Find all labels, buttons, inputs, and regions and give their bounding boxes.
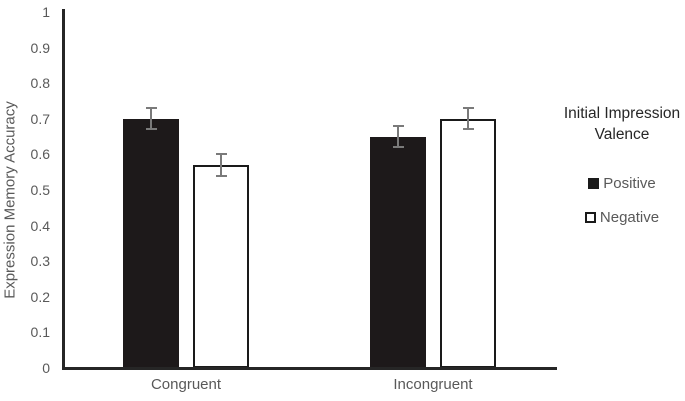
bar-congruent-positive: [123, 118, 179, 368]
y-tick-label: 0.8: [30, 75, 50, 92]
y-tick-label: 0.5: [30, 182, 50, 198]
error-bar-cap: [392, 124, 404, 127]
bar-incongruent-positive: [370, 136, 426, 368]
y-tick-label: 0.2: [30, 288, 50, 305]
error-bar-cap: [145, 107, 157, 110]
legend-items: Positive Negative: [552, 175, 685, 226]
error-bar-cap: [392, 146, 404, 149]
legend-item-negative: Negative: [552, 209, 685, 226]
legend-title: Initial Impression Valence: [563, 105, 681, 143]
x-category-label-congruent: Congruent: [150, 376, 222, 393]
y-tick-label: 0.4: [30, 217, 50, 234]
bar-incongruent-negative: [440, 118, 496, 368]
y-tick-label: 0.6: [30, 146, 50, 163]
y-tick-label: 0: [42, 360, 50, 376]
y-tick-label: 0.9: [30, 39, 50, 56]
error-bar-cap: [462, 107, 474, 110]
y-tick-label: 0.7: [30, 110, 50, 127]
legend-swatch-positive-icon: [588, 178, 600, 189]
y-tick-label: 0.1: [30, 324, 50, 341]
error-bar-line: [396, 125, 400, 148]
error-bar-cap: [462, 128, 474, 131]
error-bar-cap: [215, 153, 227, 156]
bar-congruent-negative: [193, 165, 249, 368]
legend-item-positive: Positive: [552, 175, 685, 192]
y-tick-label: 0.3: [30, 253, 50, 270]
x-axis-line: [62, 367, 557, 370]
error-bar-cap: [145, 128, 157, 131]
error-bar-line: [466, 108, 470, 130]
y-axis-line: [62, 9, 65, 370]
legend: Initial Impression Valence Positive Negat…: [552, 103, 685, 243]
error-bar-line: [149, 108, 153, 130]
x-category-label-incongruent: Incongruent: [393, 376, 473, 393]
error-bar-line: [219, 154, 223, 176]
error-bar-cap: [215, 174, 227, 177]
legend-swatch-negative-icon: [584, 212, 596, 223]
y-tick-label: 1: [42, 4, 50, 20]
legend-item-label: Positive: [603, 175, 656, 192]
legend-item-label: Negative: [599, 209, 660, 226]
